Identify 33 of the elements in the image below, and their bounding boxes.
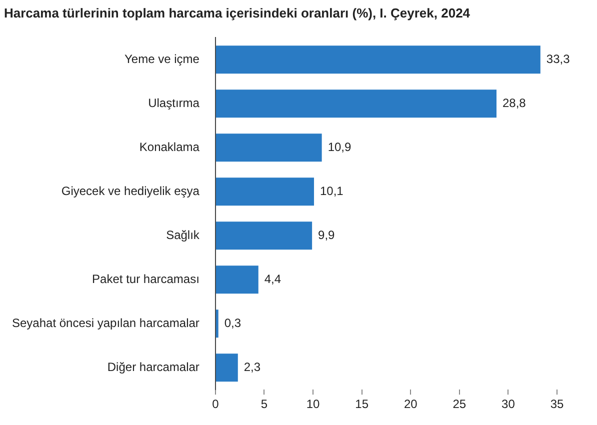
bar (216, 354, 238, 382)
y-tick-label: Paket tur harcaması (92, 272, 200, 286)
x-tick-label: 25 (452, 397, 466, 412)
x-tick-label: 15 (355, 397, 369, 412)
y-tick-label: Yeme ve içme (124, 52, 200, 66)
x-tick-label: 10 (306, 397, 320, 412)
y-tick-label: Diğer harcamalar (107, 360, 200, 374)
chart-title: Harcama türlerinin toplam harcama içerisindeki oranları (%), I. Çeyrek, 2024 (4, 5, 471, 20)
x-tick-label: 0 (212, 397, 220, 412)
bar (216, 46, 540, 74)
bar (216, 90, 496, 118)
x-tick-label: 35 (550, 397, 564, 412)
data-label: 2,3 (244, 360, 261, 374)
x-tick-label: 30 (502, 397, 516, 412)
data-label: 10,9 (328, 140, 352, 154)
bar (216, 310, 218, 338)
data-label: 28,8 (502, 96, 526, 110)
bar (216, 178, 314, 206)
bar (216, 134, 322, 162)
bar (216, 266, 258, 294)
data-label: 10,1 (320, 184, 344, 198)
data-label: 9,9 (318, 228, 336, 242)
data-label: 0,3 (224, 316, 242, 330)
y-tick-label: Seyahat öncesi yapılan harcamalar (12, 316, 200, 330)
data-label: 33,3 (546, 52, 570, 66)
y-tick-label: Ulaştırma (148, 96, 200, 110)
y-tick-label: Konaklama (139, 140, 200, 154)
x-tick-label: 20 (404, 397, 418, 412)
bar (216, 222, 312, 250)
x-tick-label: 5 (260, 397, 268, 412)
y-tick-label: Giyecek ve hediyelik eşya (61, 184, 200, 198)
y-tick-label: Sağlık (166, 228, 200, 242)
data-label: 4,4 (264, 272, 282, 286)
